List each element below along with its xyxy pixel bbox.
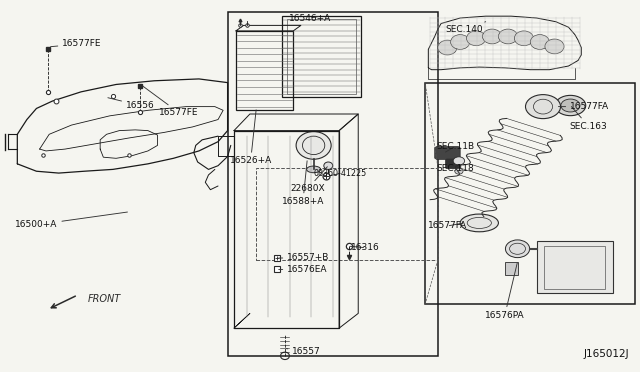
FancyBboxPatch shape	[445, 159, 461, 169]
Ellipse shape	[525, 94, 561, 119]
Text: 16557+B: 16557+B	[278, 253, 329, 263]
Ellipse shape	[438, 40, 457, 55]
Text: SEC.11B: SEC.11B	[436, 142, 474, 152]
Text: FRONT: FRONT	[88, 294, 121, 304]
Text: 16556: 16556	[108, 98, 154, 110]
Bar	[287, 19, 356, 94]
Ellipse shape	[531, 35, 549, 49]
Text: 16577FE: 16577FE	[143, 86, 199, 118]
Bar	[236, 31, 293, 110]
Text: 16576PA: 16576PA	[485, 263, 525, 320]
Bar	[544, 246, 605, 289]
Bar	[505, 262, 518, 275]
Bar	[282, 16, 362, 97]
Text: 16316: 16316	[350, 243, 380, 252]
Ellipse shape	[561, 99, 580, 112]
Ellipse shape	[451, 35, 470, 49]
Text: 16576EA: 16576EA	[278, 265, 328, 274]
Ellipse shape	[453, 157, 465, 165]
Text: SEC.163: SEC.163	[570, 106, 607, 131]
Text: 22680X: 22680X	[290, 167, 327, 193]
Ellipse shape	[307, 166, 321, 173]
Bar	[425, 83, 636, 304]
Text: 16557: 16557	[286, 347, 321, 356]
Text: J165012J: J165012J	[584, 349, 629, 359]
Bar	[228, 13, 438, 356]
Text: 16588+A: 16588+A	[282, 161, 324, 206]
FancyBboxPatch shape	[435, 147, 460, 160]
Text: 16546+A: 16546+A	[289, 13, 332, 22]
Ellipse shape	[499, 29, 518, 44]
Ellipse shape	[324, 162, 333, 169]
Text: 16526+A: 16526+A	[230, 110, 272, 166]
Text: 16500+A: 16500+A	[15, 212, 127, 229]
Ellipse shape	[506, 240, 530, 258]
Ellipse shape	[460, 214, 499, 232]
Text: 16577FE: 16577FE	[51, 39, 101, 48]
Ellipse shape	[483, 29, 502, 44]
Ellipse shape	[455, 168, 463, 174]
Text: SEC.140: SEC.140	[445, 22, 486, 34]
Text: 16577FA: 16577FA	[428, 221, 467, 230]
Ellipse shape	[545, 39, 564, 54]
Ellipse shape	[555, 95, 586, 116]
Ellipse shape	[467, 31, 486, 46]
Bar	[537, 241, 613, 293]
Text: 08360-41225: 08360-41225	[314, 169, 367, 178]
Text: 16577FA: 16577FA	[559, 102, 609, 111]
Bar	[256, 167, 438, 260]
Ellipse shape	[515, 31, 534, 46]
Ellipse shape	[296, 132, 331, 159]
Text: SEC.118: SEC.118	[436, 164, 474, 173]
